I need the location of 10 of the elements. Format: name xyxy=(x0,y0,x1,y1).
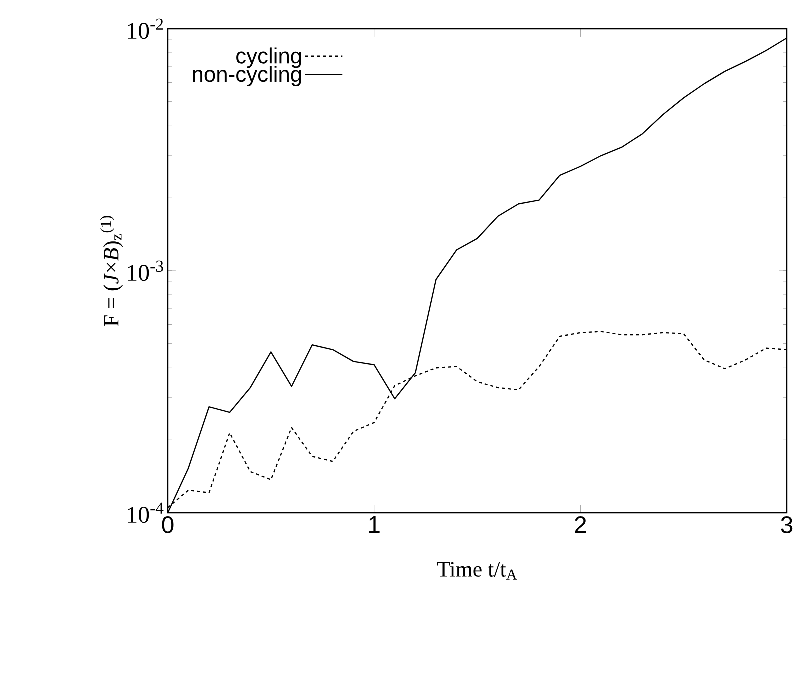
x-tick-label: 1 xyxy=(370,516,380,533)
x-axis-title: Time t/t$_{A}$ xyxy=(437,562,518,580)
y-axis-title: F = (J×B)$_{z}$(1) xyxy=(100,216,124,326)
x-tick-label: 0 xyxy=(162,516,174,534)
x-tick-label: 2 xyxy=(575,516,586,534)
y-tick-label: 10$^{-2}$ xyxy=(128,18,164,40)
legend-label: cycling xyxy=(236,48,302,68)
x-tick-label: 3 xyxy=(781,516,793,534)
legend-label: non-cycling xyxy=(193,66,302,87)
y-tick-label: 10$^{-3}$ xyxy=(128,260,164,282)
